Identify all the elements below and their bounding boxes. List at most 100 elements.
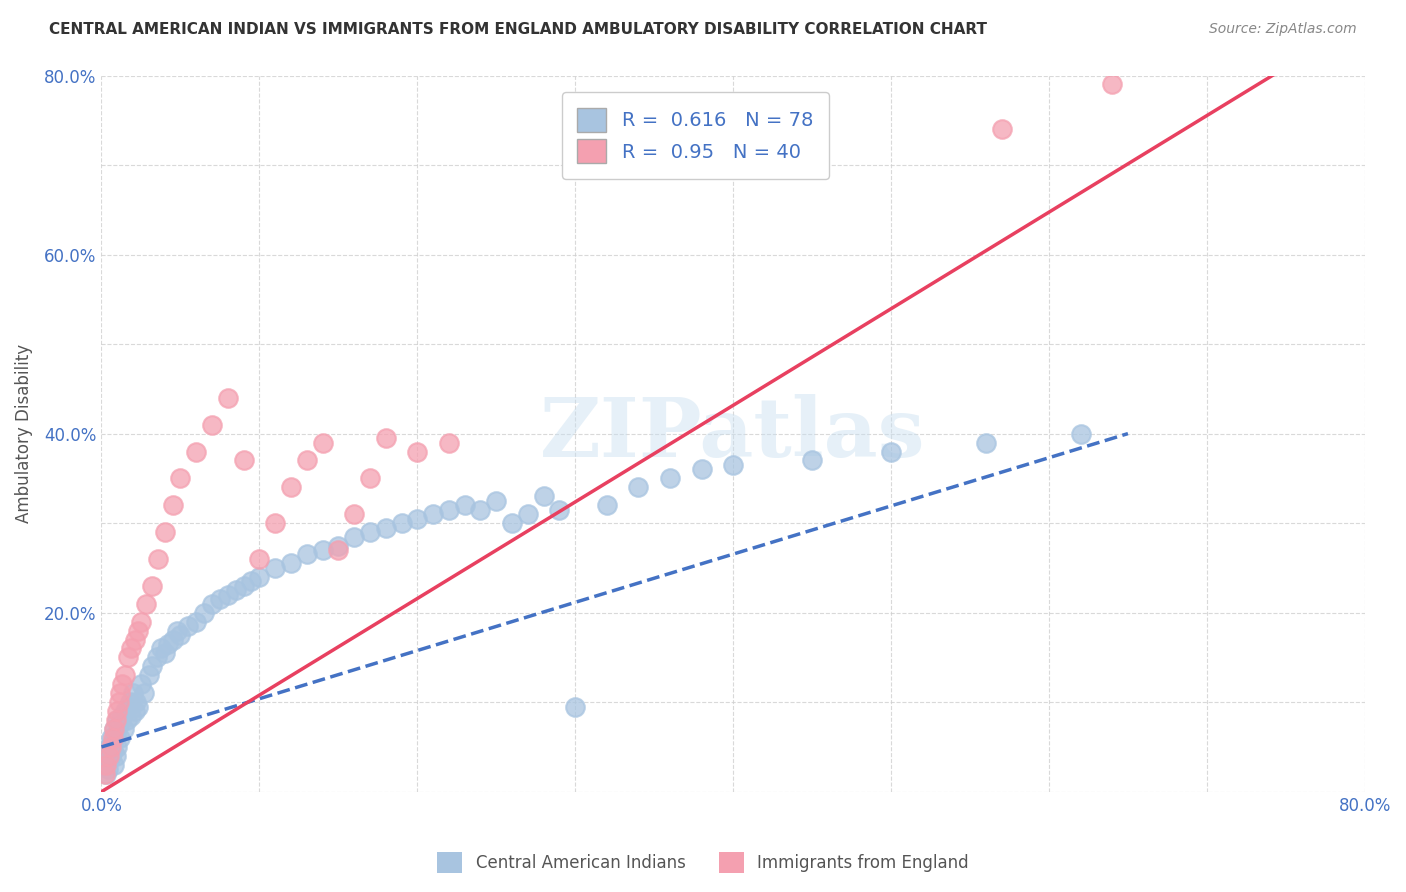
- Point: [311, 543, 333, 558]
- Point: [193, 606, 215, 620]
- Point: [990, 122, 1012, 136]
- Point: [166, 624, 188, 638]
- Point: [208, 592, 231, 607]
- Point: [108, 695, 131, 709]
- Point: [110, 731, 132, 745]
- Point: [93, 757, 115, 772]
- Point: [801, 453, 824, 467]
- Point: [124, 632, 146, 647]
- Point: [98, 753, 121, 767]
- Point: [153, 525, 176, 540]
- Point: [201, 597, 224, 611]
- Point: [129, 615, 152, 629]
- Point: [105, 713, 128, 727]
- Point: [232, 453, 254, 467]
- Point: [406, 511, 429, 525]
- Point: [112, 722, 135, 736]
- Point: [1070, 426, 1092, 441]
- Point: [374, 431, 396, 445]
- Point: [186, 444, 208, 458]
- Text: ZIPatlas: ZIPatlas: [540, 393, 927, 474]
- Point: [501, 516, 523, 530]
- Point: [974, 435, 997, 450]
- Point: [104, 726, 127, 740]
- Point: [627, 480, 650, 494]
- Point: [533, 489, 555, 503]
- Point: [162, 632, 184, 647]
- Point: [247, 552, 270, 566]
- Point: [127, 624, 149, 638]
- Point: [150, 641, 173, 656]
- Point: [406, 444, 429, 458]
- Point: [117, 699, 139, 714]
- Point: [114, 668, 136, 682]
- Point: [122, 686, 145, 700]
- Point: [201, 417, 224, 432]
- Point: [153, 646, 176, 660]
- Point: [111, 708, 134, 723]
- Point: [101, 744, 124, 758]
- Point: [1101, 78, 1123, 92]
- Point: [100, 739, 122, 754]
- Point: [101, 735, 124, 749]
- Point: [108, 717, 131, 731]
- Point: [129, 677, 152, 691]
- Point: [328, 539, 350, 553]
- Point: [721, 458, 744, 472]
- Point: [247, 570, 270, 584]
- Point: [225, 583, 247, 598]
- Point: [105, 739, 128, 754]
- Point: [232, 579, 254, 593]
- Point: [328, 543, 350, 558]
- Point: [97, 762, 120, 776]
- Point: [98, 748, 121, 763]
- Point: [141, 659, 163, 673]
- Point: [111, 677, 134, 691]
- Point: [104, 748, 127, 763]
- Point: [135, 597, 157, 611]
- Text: Source: ZipAtlas.com: Source: ZipAtlas.com: [1209, 22, 1357, 37]
- Point: [121, 708, 143, 723]
- Point: [217, 588, 239, 602]
- Point: [295, 548, 318, 562]
- Point: [115, 713, 138, 727]
- Point: [690, 462, 713, 476]
- Point: [96, 757, 118, 772]
- Point: [118, 695, 141, 709]
- Point: [162, 498, 184, 512]
- Point: [103, 722, 125, 736]
- Point: [127, 699, 149, 714]
- Y-axis label: Ambulatory Disability: Ambulatory Disability: [15, 344, 32, 524]
- Point: [101, 731, 124, 745]
- Point: [391, 516, 413, 530]
- Point: [93, 766, 115, 780]
- Point: [125, 695, 148, 709]
- Point: [343, 507, 366, 521]
- Point: [100, 748, 122, 763]
- Point: [110, 686, 132, 700]
- Point: [264, 516, 287, 530]
- Point: [280, 557, 302, 571]
- Point: [295, 453, 318, 467]
- Point: [217, 391, 239, 405]
- Point: [121, 641, 143, 656]
- Point: [124, 704, 146, 718]
- Point: [422, 507, 444, 521]
- Point: [148, 552, 170, 566]
- Point: [343, 530, 366, 544]
- Point: [564, 699, 586, 714]
- Point: [516, 507, 538, 521]
- Legend: Central American Indians, Immigrants from England: Central American Indians, Immigrants fro…: [430, 846, 976, 880]
- Point: [485, 493, 508, 508]
- Point: [240, 574, 263, 589]
- Point: [374, 520, 396, 534]
- Legend: R =  0.616   N = 78, R =  0.95   N = 40: R = 0.616 N = 78, R = 0.95 N = 40: [561, 93, 830, 178]
- Point: [470, 502, 492, 516]
- Point: [880, 444, 903, 458]
- Point: [169, 628, 191, 642]
- Point: [100, 731, 122, 745]
- Point: [659, 471, 682, 485]
- Point: [103, 722, 125, 736]
- Point: [105, 704, 128, 718]
- Point: [264, 561, 287, 575]
